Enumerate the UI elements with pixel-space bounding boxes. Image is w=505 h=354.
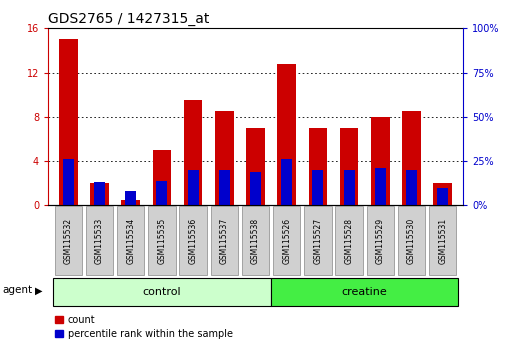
Bar <box>63 159 74 205</box>
FancyBboxPatch shape <box>86 206 113 275</box>
Bar <box>121 200 140 205</box>
Legend: count, percentile rank within the sample: count, percentile rank within the sample <box>53 313 234 341</box>
Bar <box>215 111 233 205</box>
Bar <box>125 191 136 205</box>
FancyBboxPatch shape <box>397 206 424 275</box>
Bar <box>153 150 171 205</box>
Bar <box>370 117 389 205</box>
Bar <box>246 128 264 205</box>
Text: GSM115535: GSM115535 <box>157 218 166 264</box>
FancyBboxPatch shape <box>241 206 269 275</box>
Text: GSM115528: GSM115528 <box>344 218 353 264</box>
FancyBboxPatch shape <box>428 206 456 275</box>
Text: agent: agent <box>3 285 33 296</box>
Bar <box>405 170 416 205</box>
Text: GSM115537: GSM115537 <box>219 218 228 264</box>
Bar <box>401 111 420 205</box>
FancyBboxPatch shape <box>179 206 207 275</box>
Bar <box>312 170 323 205</box>
Bar <box>94 182 105 205</box>
Bar <box>432 183 451 205</box>
Bar <box>156 181 167 205</box>
Bar <box>219 170 229 205</box>
Bar <box>308 128 327 205</box>
Text: control: control <box>142 287 181 297</box>
Bar <box>277 64 295 205</box>
Bar <box>59 39 78 205</box>
FancyBboxPatch shape <box>117 206 144 275</box>
Bar <box>343 170 354 205</box>
Text: GSM115526: GSM115526 <box>282 218 291 264</box>
Text: GSM115529: GSM115529 <box>375 218 384 264</box>
Bar <box>374 168 385 205</box>
FancyBboxPatch shape <box>148 206 175 275</box>
Text: GDS2765 / 1427315_at: GDS2765 / 1427315_at <box>48 12 209 26</box>
Text: GSM115536: GSM115536 <box>188 218 197 264</box>
FancyBboxPatch shape <box>210 206 237 275</box>
Text: GSM115532: GSM115532 <box>64 218 73 264</box>
FancyBboxPatch shape <box>304 206 331 275</box>
Text: GSM115538: GSM115538 <box>250 218 260 264</box>
Bar <box>281 159 291 205</box>
FancyBboxPatch shape <box>53 278 271 306</box>
FancyBboxPatch shape <box>273 206 300 275</box>
Bar <box>90 183 109 205</box>
Text: GSM115534: GSM115534 <box>126 218 135 264</box>
FancyBboxPatch shape <box>366 206 393 275</box>
Text: GSM115533: GSM115533 <box>95 218 104 264</box>
FancyBboxPatch shape <box>335 206 362 275</box>
Bar <box>339 128 358 205</box>
Bar <box>249 172 261 205</box>
Text: ▶: ▶ <box>35 285 43 296</box>
Bar <box>187 170 198 205</box>
Text: GSM115530: GSM115530 <box>406 218 415 264</box>
Text: GSM115531: GSM115531 <box>437 218 446 264</box>
Text: creatine: creatine <box>341 287 387 297</box>
FancyBboxPatch shape <box>271 278 458 306</box>
FancyBboxPatch shape <box>55 206 82 275</box>
Bar <box>436 188 447 205</box>
Text: GSM115527: GSM115527 <box>313 218 322 264</box>
Bar <box>183 100 202 205</box>
